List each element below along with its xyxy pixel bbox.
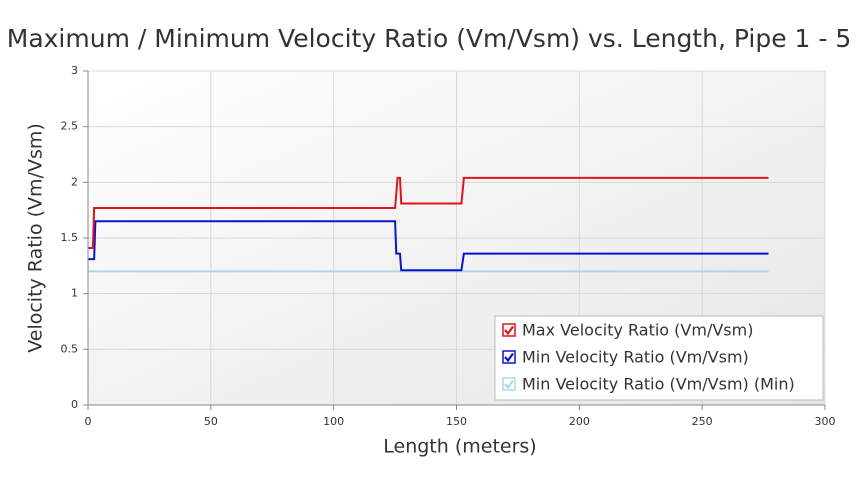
y-tick-label: 2.5 <box>61 120 79 133</box>
legend-item[interactable]: Min Velocity Ratio (Vm/Vsm) <box>502 348 749 367</box>
y-axis-label: Velocity Ratio (Vm/Vsm) <box>25 123 47 353</box>
legend-checkbox[interactable] <box>502 323 516 337</box>
series-line <box>88 220 769 272</box>
x-tick-label: 300 <box>815 415 836 428</box>
y-tick-label: 1 <box>71 287 78 300</box>
x-tick-label: 200 <box>569 415 590 428</box>
legend-checkbox[interactable] <box>502 350 516 364</box>
legend-label: Max Velocity Ratio (Vm/Vsm) <box>522 321 753 340</box>
x-tick-label: 50 <box>204 415 218 428</box>
legend-check <box>504 352 514 363</box>
legend-item[interactable]: Min Velocity Ratio (Vm/Vsm) (Min) <box>502 375 795 394</box>
legend-label: Min Velocity Ratio (Vm/Vsm) (Min) <box>522 375 795 394</box>
legend-check <box>504 325 514 336</box>
legend-label: Min Velocity Ratio (Vm/Vsm) <box>522 348 749 367</box>
legend-checkbox[interactable] <box>502 377 516 391</box>
y-tick-label: 3 <box>71 64 78 77</box>
y-tick-label: 0 <box>71 398 78 411</box>
series-line <box>88 176 769 250</box>
y-tick-label: 1.5 <box>61 231 79 244</box>
x-tick-label: 150 <box>446 415 467 428</box>
legend-check <box>504 379 514 390</box>
legend-box <box>494 315 824 401</box>
x-tick-label: 100 <box>323 415 344 428</box>
y-tick-label: 2 <box>71 175 78 188</box>
legend: Max Velocity Ratio (Vm/Vsm) Min Velocity … <box>494 315 824 401</box>
chart-title: Maximum / Minimum Velocity Ratio (Vm/Vsm… <box>7 24 852 53</box>
x-tick-label: 250 <box>692 415 713 428</box>
x-axis-label: Length (meters) <box>383 436 536 458</box>
plot-lines <box>88 176 769 273</box>
x-tick-label: 0 <box>85 415 92 428</box>
legend-item[interactable]: Max Velocity Ratio (Vm/Vsm) <box>502 321 753 340</box>
y-tick-label: 0.5 <box>61 342 79 355</box>
